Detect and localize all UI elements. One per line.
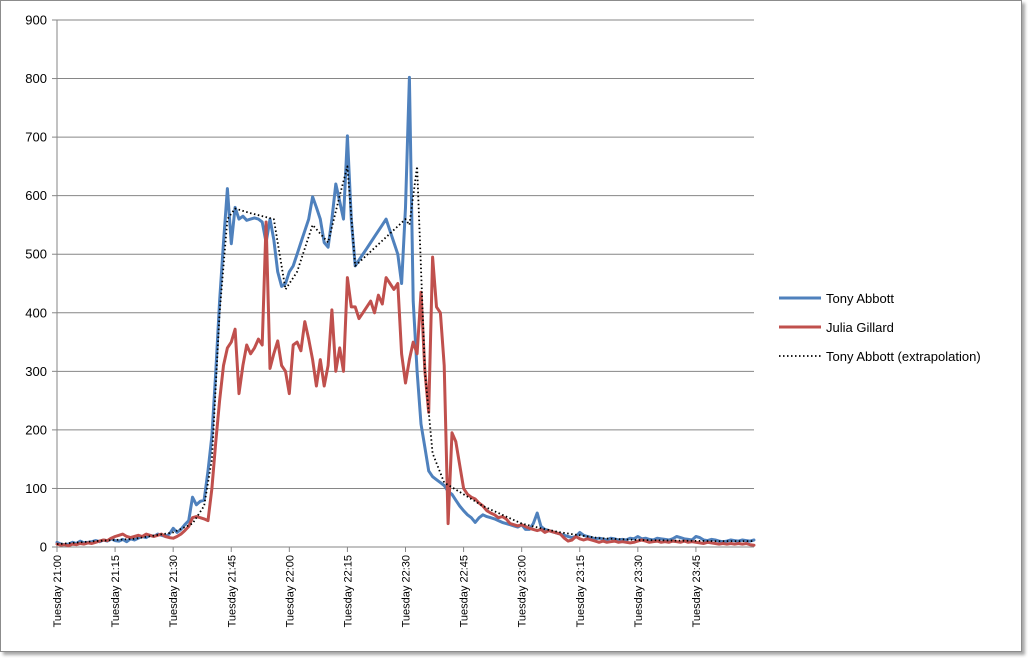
y-tick-label: 200 bbox=[25, 422, 47, 437]
x-tick-label: Tuesday 21:00 bbox=[52, 555, 64, 627]
x-tick-label: Tuesday 21:45 bbox=[226, 555, 238, 627]
y-axis-tick-labels: 0 100 200 300 400 500 600 700 800 900 bbox=[25, 13, 47, 555]
y-tick-label: 500 bbox=[25, 247, 47, 262]
legend-label: Julia Gillard bbox=[826, 320, 894, 335]
y-tick-label: 100 bbox=[25, 481, 47, 496]
y-tick-label: 0 bbox=[40, 540, 47, 555]
plot-series bbox=[55, 75, 756, 548]
x-tick-label: Tuesday 21:30 bbox=[168, 555, 180, 627]
y-tick-label: 900 bbox=[25, 13, 47, 28]
y-tick-label: 700 bbox=[25, 130, 47, 145]
x-tick-label: Tuesday 23:15 bbox=[575, 555, 587, 627]
series-line-julia-gillard bbox=[55, 220, 756, 548]
gridlines bbox=[57, 19, 754, 489]
legend-label: Tony Abbott (extrapolation) bbox=[826, 349, 981, 364]
x-tick-label: Tuesday 22:15 bbox=[342, 555, 354, 627]
x-tick-label: Tuesday 23:30 bbox=[633, 555, 645, 627]
x-axis-tick-labels: Tuesday 21:00 Tuesday 21:15 Tuesday 21:30 T… bbox=[52, 555, 703, 627]
axes bbox=[52, 19, 754, 552]
x-tick-label: Tuesday 22:45 bbox=[459, 555, 471, 627]
x-tick-label: Tuesday 22:30 bbox=[401, 555, 413, 627]
x-tick-label: Tuesday 22:00 bbox=[284, 555, 296, 627]
y-tick-label: 600 bbox=[25, 188, 47, 203]
series-line-tony-abbott-extrapolation bbox=[56, 165, 754, 545]
x-tick-label: Tuesday 23:45 bbox=[691, 555, 703, 627]
x-tick-label: Tuesday 23:00 bbox=[517, 555, 529, 627]
series-line-tony-abbott bbox=[55, 75, 756, 547]
y-tick-label: 400 bbox=[25, 305, 47, 320]
y-tick-label: 800 bbox=[25, 71, 47, 86]
y-tick-label: 300 bbox=[25, 364, 47, 379]
x-tick-label: Tuesday 21:15 bbox=[110, 555, 122, 627]
legend: Tony Abbott Julia Gillard Tony Abbott (ext… bbox=[779, 291, 981, 364]
legend-label: Tony Abbott bbox=[826, 291, 894, 306]
